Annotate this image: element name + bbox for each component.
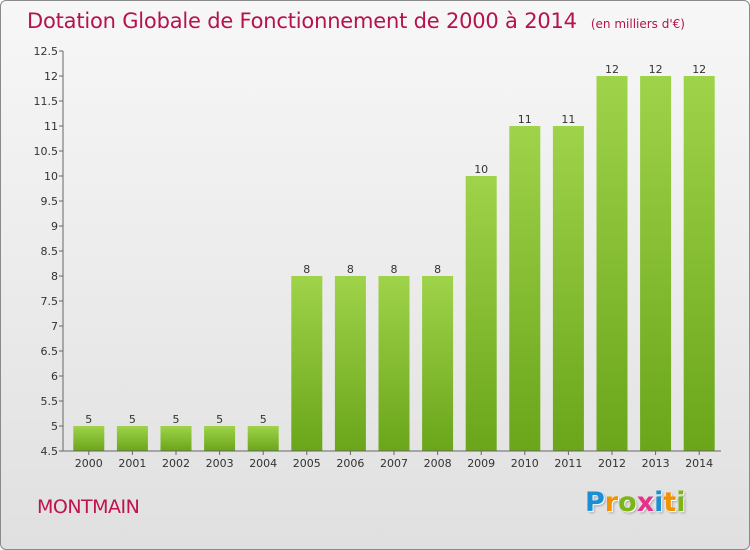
y-tick-label: 8.5 bbox=[41, 245, 59, 258]
chart-title-text: Dotation Globale de Fonctionnement de 20… bbox=[27, 9, 577, 33]
bar bbox=[596, 76, 628, 451]
bar bbox=[683, 76, 715, 451]
logo-letter: x bbox=[636, 487, 655, 518]
y-tick-label: 10.5 bbox=[34, 145, 59, 158]
bar-value-label: 8 bbox=[303, 263, 310, 276]
bar bbox=[422, 276, 454, 451]
bar-value-label: 11 bbox=[561, 113, 575, 126]
chart-title: Dotation Globale de Fonctionnement de 20… bbox=[27, 9, 685, 33]
y-axis: 4.5 5 5.5 6 6.5 7 7.5 8 8.5 9 9.5 10 10.5 11 11.5 12 12.… bbox=[34, 45, 64, 458]
bar-value-label: 12 bbox=[649, 63, 663, 76]
x-axis: 2000 2001 2002 2003 2004 2005 2006 2007 2008 2009… bbox=[63, 450, 721, 470]
bar-value-label: 8 bbox=[434, 263, 441, 276]
bar bbox=[509, 126, 541, 451]
x-tick-label: 2000 bbox=[75, 457, 103, 470]
logo-letter: o bbox=[618, 487, 637, 518]
bar-value-label: 12 bbox=[692, 63, 706, 76]
bar bbox=[378, 276, 410, 451]
logo-letter: i bbox=[654, 487, 664, 518]
logo-letter: t bbox=[663, 487, 677, 518]
y-tick-label: 4.5 bbox=[41, 445, 59, 458]
x-tick-label: 2005 bbox=[293, 457, 321, 470]
logo-letter: i bbox=[676, 487, 686, 518]
bar-value-label: 5 bbox=[129, 413, 136, 426]
y-tick-label: 8 bbox=[51, 270, 58, 283]
bar bbox=[160, 426, 192, 451]
y-tick-label: 9.5 bbox=[41, 195, 59, 208]
x-tick-label: 2006 bbox=[336, 457, 364, 470]
logo-letter: r bbox=[604, 487, 619, 518]
bar-value-label: 12 bbox=[605, 63, 619, 76]
y-tick-label: 11 bbox=[44, 120, 58, 133]
bar bbox=[116, 426, 148, 451]
x-tick-label: 2010 bbox=[511, 457, 539, 470]
x-tick-label: 2007 bbox=[380, 457, 408, 470]
x-tick-label: 2014 bbox=[685, 457, 713, 470]
x-tick-label: 2003 bbox=[206, 457, 234, 470]
x-tick-label: 2013 bbox=[642, 457, 670, 470]
y-tick-label: 7 bbox=[51, 320, 58, 333]
bar bbox=[465, 176, 497, 451]
bar bbox=[334, 276, 366, 451]
y-tick-label: 12.5 bbox=[34, 45, 59, 58]
x-tick-label: 2009 bbox=[467, 457, 495, 470]
bar bbox=[552, 126, 584, 451]
y-tick-label: 9 bbox=[51, 220, 58, 233]
y-tick-label: 10 bbox=[44, 170, 58, 183]
bar-value-label: 11 bbox=[518, 113, 532, 126]
x-tick-label: 2012 bbox=[598, 457, 626, 470]
x-tick-label: 2004 bbox=[249, 457, 277, 470]
y-tick-label: 6.5 bbox=[41, 345, 59, 358]
logo-letter: P bbox=[585, 487, 605, 518]
x-tick-label: 2008 bbox=[424, 457, 452, 470]
bar bbox=[73, 426, 105, 451]
bar-value-label: 5 bbox=[85, 413, 92, 426]
bar-value-label: 5 bbox=[216, 413, 223, 426]
bar-value-label: 8 bbox=[347, 263, 354, 276]
bar bbox=[204, 426, 236, 451]
y-tick-label: 7.5 bbox=[41, 295, 59, 308]
bar-value-label: 5 bbox=[173, 413, 180, 426]
bar bbox=[247, 426, 279, 451]
bars: 5 5 5 5 5 8 8 8 8 10 11 11 12 12 12 bbox=[73, 63, 715, 451]
bar-value-label: 5 bbox=[260, 413, 267, 426]
x-tick-label: 2002 bbox=[162, 457, 190, 470]
x-tick-label: 2011 bbox=[554, 457, 582, 470]
y-tick-label: 11.5 bbox=[34, 95, 59, 108]
y-tick-label: 5.5 bbox=[41, 395, 59, 408]
y-tick-label: 5 bbox=[51, 420, 58, 433]
proxiti-logo[interactable]: Proxiti bbox=[585, 487, 686, 518]
x-tick-label: 2001 bbox=[118, 457, 146, 470]
bar-value-label: 10 bbox=[474, 163, 488, 176]
bar bbox=[291, 276, 323, 451]
chart-unit: (en milliers d'€) bbox=[590, 17, 685, 31]
y-tick-label: 12 bbox=[44, 70, 58, 83]
commune-name: MONTMAIN bbox=[37, 496, 140, 518]
bar-value-label: 8 bbox=[391, 263, 398, 276]
bar bbox=[640, 76, 672, 451]
y-tick-label: 6 bbox=[51, 370, 58, 383]
